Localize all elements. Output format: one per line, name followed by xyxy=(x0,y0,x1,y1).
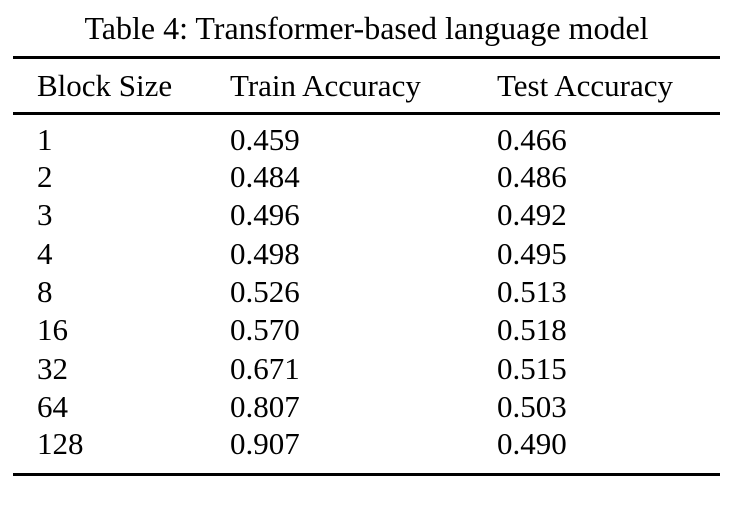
table-cell: 0.498 xyxy=(230,235,300,271)
table-row: 4 0.498 0.495 xyxy=(13,235,720,273)
table-cell: 128 xyxy=(37,426,84,462)
table-cell: 3 xyxy=(37,197,53,233)
table-row: 128 0.907 0.490 xyxy=(13,426,720,475)
table-cell: 0.671 xyxy=(230,350,300,386)
table-row: 8 0.526 0.513 xyxy=(13,273,720,311)
table-cell: 0.570 xyxy=(230,312,300,348)
table-cell: 0.484 xyxy=(230,159,300,195)
table-row: 32 0.671 0.515 xyxy=(13,349,720,387)
table-cell: 0.490 xyxy=(497,426,567,462)
table-row: 16 0.570 0.518 xyxy=(13,311,720,349)
table-cell: 0.515 xyxy=(497,350,567,386)
table-cell: 8 xyxy=(37,274,53,310)
table-body: 1 0.459 0.466 2 0.484 0.486 3 0.496 0.492 4 0.498 0… xyxy=(13,114,720,475)
table-cell: 0.459 xyxy=(230,122,300,157)
table-cell: 0.907 xyxy=(230,426,300,462)
table-cell: 0.486 xyxy=(497,159,567,195)
table-cell: 2 xyxy=(37,159,53,195)
table-row: 2 0.484 0.486 xyxy=(13,158,720,196)
table-caption: Table 4: Transformer-based language mode… xyxy=(84,10,649,46)
column-header-test-accuracy: Test Accuracy xyxy=(473,57,720,115)
table-cell: 0.503 xyxy=(497,388,567,424)
table-row: 64 0.807 0.503 xyxy=(13,388,720,426)
table-row: 1 0.459 0.466 xyxy=(13,114,720,159)
table-cell: 32 xyxy=(37,350,68,386)
table-cell: 0.496 xyxy=(230,197,300,233)
table-cell: 0.466 xyxy=(497,122,567,157)
table-cell: 0.513 xyxy=(497,274,567,310)
table-cell: 0.495 xyxy=(497,235,567,271)
table-cell: 0.526 xyxy=(230,274,300,310)
table-cell: 64 xyxy=(37,388,68,424)
paper-table-figure: Table 4: Transformer-based language mode… xyxy=(13,10,720,477)
table-cell: 1 xyxy=(37,122,53,157)
table-cell: 4 xyxy=(37,235,53,271)
header-row: Block Size Train Accuracy Test Accuracy xyxy=(13,57,720,115)
table-cell: 0.518 xyxy=(497,312,567,348)
table-cell: 16 xyxy=(37,312,68,348)
results-table: Block Size Train Accuracy Test Accuracy … xyxy=(13,56,720,477)
table-cell: 0.492 xyxy=(497,197,567,233)
column-header-block-size: Block Size xyxy=(13,57,206,115)
table-row: 3 0.496 0.492 xyxy=(13,196,720,234)
column-header-train-accuracy: Train Accuracy xyxy=(206,57,473,115)
table-cell: 0.807 xyxy=(230,388,300,424)
